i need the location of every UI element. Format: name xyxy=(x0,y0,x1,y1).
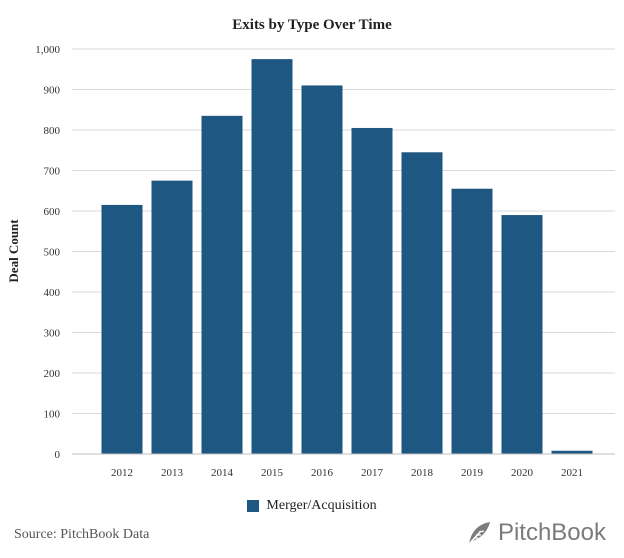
x-tick-label: 2014 xyxy=(211,467,234,479)
bar-2013 xyxy=(151,180,193,454)
source-note: Source: PitchBook Data xyxy=(14,527,150,542)
y-axis-ticks: 0 100 200 300 400 500 600 700 800 900 1,000 xyxy=(35,44,60,461)
bar-2015 xyxy=(251,59,293,454)
brand-logo: PitchBook xyxy=(466,519,606,547)
y-tick-label: 700 xyxy=(44,166,61,178)
bar-2014 xyxy=(201,115,243,454)
x-tick-label: 2019 xyxy=(461,467,484,479)
x-tick-label: 2020 xyxy=(511,467,534,479)
x-tick-label: 2013 xyxy=(161,467,184,479)
y-tick-label: 300 xyxy=(44,328,61,340)
bar-2012 xyxy=(101,204,143,454)
legend: Merger/Acquisition xyxy=(0,498,624,514)
bar-2021 xyxy=(551,450,593,454)
y-tick-label: 800 xyxy=(44,125,61,137)
chart-title: Exits by Type Over Time xyxy=(232,17,392,33)
y-tick-label: 0 xyxy=(55,449,61,461)
y-tick-label: 500 xyxy=(44,247,61,259)
bar-2017 xyxy=(351,127,393,454)
y-tick-label: 600 xyxy=(44,206,61,218)
legend-swatch xyxy=(247,500,260,512)
bar-2016 xyxy=(301,85,343,454)
x-tick-label: 2015 xyxy=(261,467,284,479)
bars xyxy=(101,59,593,454)
x-tick-label: 2017 xyxy=(361,467,384,479)
x-tick-label: 2018 xyxy=(411,467,434,479)
bar-2019 xyxy=(451,188,493,454)
y-tick-label: 900 xyxy=(44,85,61,97)
x-tick-label: 2016 xyxy=(311,467,334,479)
y-tick-label: 400 xyxy=(44,287,61,299)
x-axis-ticks: 2012 2013 2014 2015 2016 2017 2018 2019 2020 2021 xyxy=(111,467,583,479)
y-tick-label: 100 xyxy=(44,409,61,421)
legend-label: Merger/Acquisition xyxy=(266,498,377,513)
x-tick-label: 2012 xyxy=(111,467,133,479)
bar-2018 xyxy=(401,152,443,454)
y-tick-label: 200 xyxy=(44,368,61,380)
y-tick-label: 1,000 xyxy=(35,44,60,56)
y-axis-title: Deal Count xyxy=(6,219,21,283)
x-tick-label: 2021 xyxy=(561,467,583,479)
brand-name: PitchBook xyxy=(497,519,606,546)
pitchbook-leaf-icon xyxy=(468,522,490,545)
bar-2020 xyxy=(501,215,543,454)
